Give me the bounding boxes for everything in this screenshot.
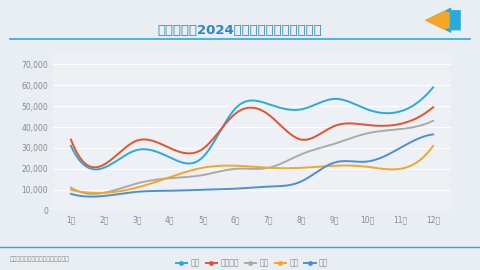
Text: 部分新势力2024年销量走势（单位：辆）: 部分新势力2024年销量走势（单位：辆） bbox=[157, 24, 323, 37]
Text: 数据来源：公开数据，盖世汽车整理: 数据来源：公开数据，盖世汽车整理 bbox=[10, 256, 70, 262]
FancyArrow shape bbox=[425, 7, 461, 33]
Legend: 理想, 鸿蒙智行, 零跑, 蔚来, 小鹏: 理想, 鸿蒙智行, 零跑, 蔚来, 小鹏 bbox=[173, 255, 331, 270]
FancyArrow shape bbox=[425, 10, 450, 31]
